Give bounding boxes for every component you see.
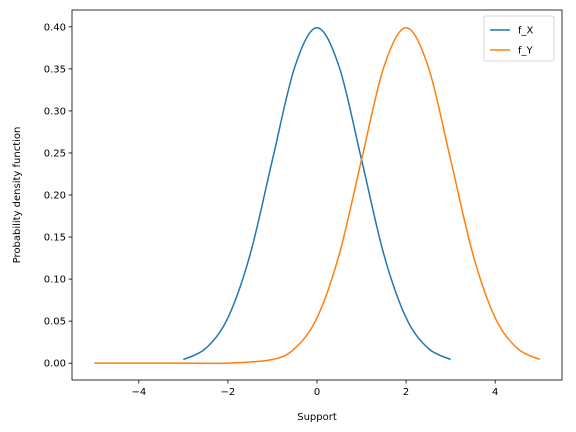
- x-tick-label: −2: [221, 387, 236, 398]
- legend-label: f_Y: [518, 46, 534, 57]
- y-axis-label: Probability density function: [12, 127, 23, 264]
- x-tick-label: 2: [403, 387, 409, 398]
- y-tick-label: 0.15: [44, 233, 66, 244]
- series-line-f-y: [94, 26, 541, 365]
- legend-label: f_X: [518, 26, 534, 37]
- x-tick-label: 4: [492, 387, 498, 398]
- y-tick-label: 0.35: [44, 64, 66, 75]
- x-tick-label: −4: [131, 387, 146, 398]
- axes: −4 −2 0 2 4 0.00 0.05 0.10 0.15 0.20 0.25 0.30 0.35 0…: [12, 9, 563, 423]
- y-tick-label: 0.00: [44, 359, 66, 370]
- y-tick-label: 0.20: [44, 191, 66, 202]
- series-line-f-x: [183, 26, 451, 361]
- y-tick-label: 0.40: [44, 22, 66, 33]
- y-tick-label: 0.10: [44, 275, 66, 286]
- y-tick-label: 0.30: [44, 106, 66, 117]
- x-tick-label: 0: [314, 387, 320, 398]
- x-axis-label: Support: [297, 412, 337, 423]
- y-tick-label: 0.25: [44, 148, 66, 159]
- y-tick-label: 0.05: [44, 317, 66, 328]
- legend: f_X f_Y: [483, 15, 555, 62]
- plot-area: [94, 26, 541, 365]
